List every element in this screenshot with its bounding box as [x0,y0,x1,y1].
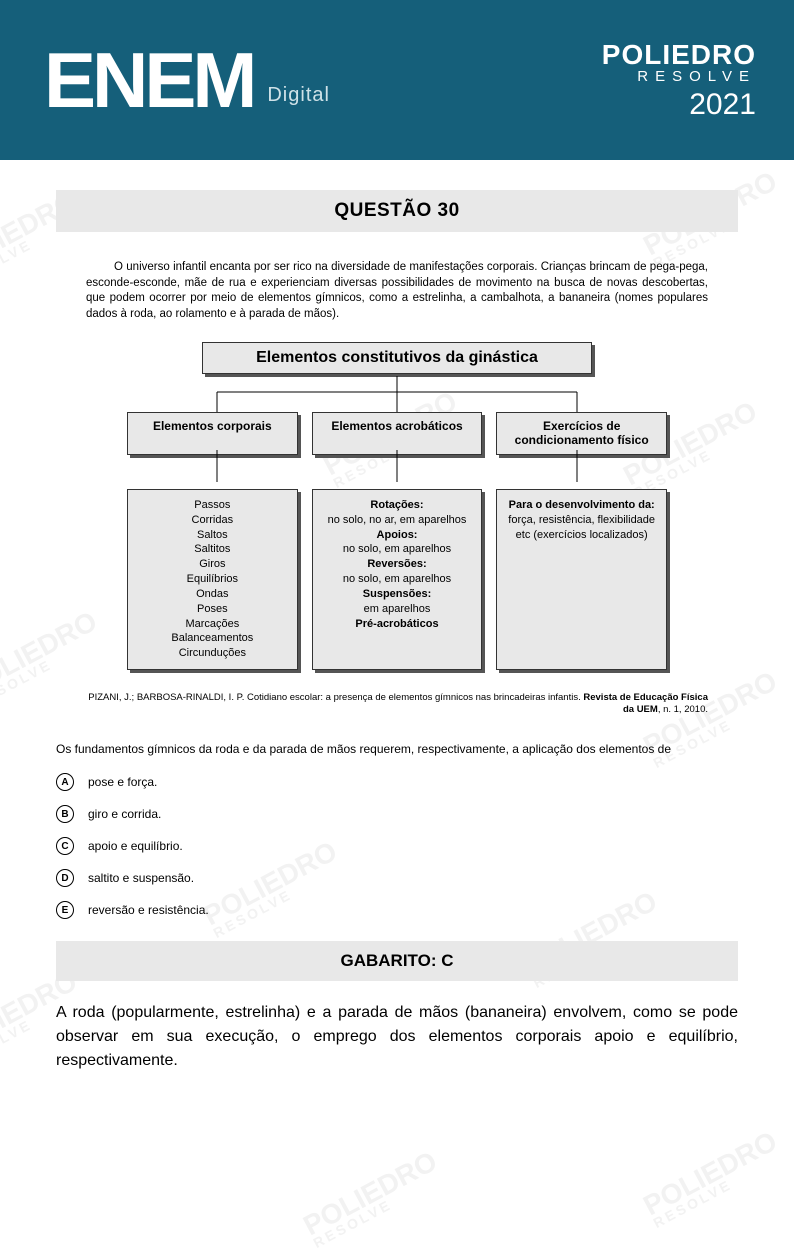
enem-sub: Digital [267,84,330,107]
watermark: POLIEDRORESOLVE [640,1128,787,1230]
diagram-branch-content-2: Para o desenvolvimento da: força, resist… [496,489,667,670]
diagram-headers-row: Elementos corporais Elementos acrobático… [127,412,667,455]
diagram: Elementos constitutivos da ginástica Ele… [127,342,667,670]
option-D[interactable]: Dsaltito e suspensão. [56,869,738,887]
option-B[interactable]: Bgiro e corrida. [56,805,738,823]
diagram-branch-header-1: Elementos acrobáticos [312,412,483,455]
diagram-branch-content-0: PassosCorridasSaltosSaltitosGirosEquilíb… [127,489,298,670]
citation-plain: PIZANI, J.; BARBOSA-RINALDI, I. P. Cotid… [88,692,583,703]
content: QUESTÃO 30 O universo infantil encanta p… [0,160,794,1073]
question-title: QUESTÃO 30 [56,190,738,232]
answer-bar: GABARITO: C [56,941,738,981]
option-C[interactable]: Capoio e equilíbrio. [56,837,738,855]
logo-right: POLIEDRO RESOLVE 2021 [602,40,756,121]
question-intro: O universo infantil encanta por ser rico… [86,260,708,322]
option-text: apoio e equilíbrio. [88,839,183,853]
option-letter: A [56,773,74,791]
option-text: saltito e suspensão. [88,871,194,885]
brand-sub: RESOLVE [602,69,756,85]
option-letter: B [56,805,74,823]
brand-top: POLIEDRO [602,40,756,69]
diagram-branch-content-1: Rotações:no solo, no ar, em aparelhosApo… [312,489,483,670]
option-text: giro e corrida. [88,807,161,821]
question-intro-text: O universo infantil encanta por ser rico… [86,261,708,320]
option-A[interactable]: Apose e força. [56,773,738,791]
diagram-title: Elementos constitutivos da ginástica [202,342,592,374]
citation: PIZANI, J.; BARBOSA-RINALDI, I. P. Cotid… [86,692,708,717]
option-letter: E [56,901,74,919]
option-E[interactable]: Ereversão e resistência. [56,901,738,919]
enem-logo: ENEM [44,41,253,119]
diagram-content-row: PassosCorridasSaltosSaltitosGirosEquilíb… [127,489,667,670]
option-text: pose e força. [88,775,157,789]
question-stem: Os fundamentos gímnicos da roda e da par… [56,741,738,757]
option-letter: C [56,837,74,855]
option-letter: D [56,869,74,887]
options-list: Apose e força. Bgiro e corrida. Capoio e e… [56,773,738,919]
explanation: A roda (popularmente, estrelinha) e a pa… [56,1001,738,1073]
option-text: reversão e resistência. [88,903,209,917]
citation-tail: , n. 1, 2010. [658,704,708,715]
watermark: POLIEDRORESOLVE [300,1148,447,1250]
page-header: ENEM Digital POLIEDRO RESOLVE 2021 [0,0,794,160]
diagram-branch-header-0: Elementos corporais [127,412,298,455]
brand-year: 2021 [602,89,756,121]
logo-left: ENEM Digital [44,41,330,119]
diagram-branch-header-2: Exercícios de condicionamento físico [496,412,667,455]
